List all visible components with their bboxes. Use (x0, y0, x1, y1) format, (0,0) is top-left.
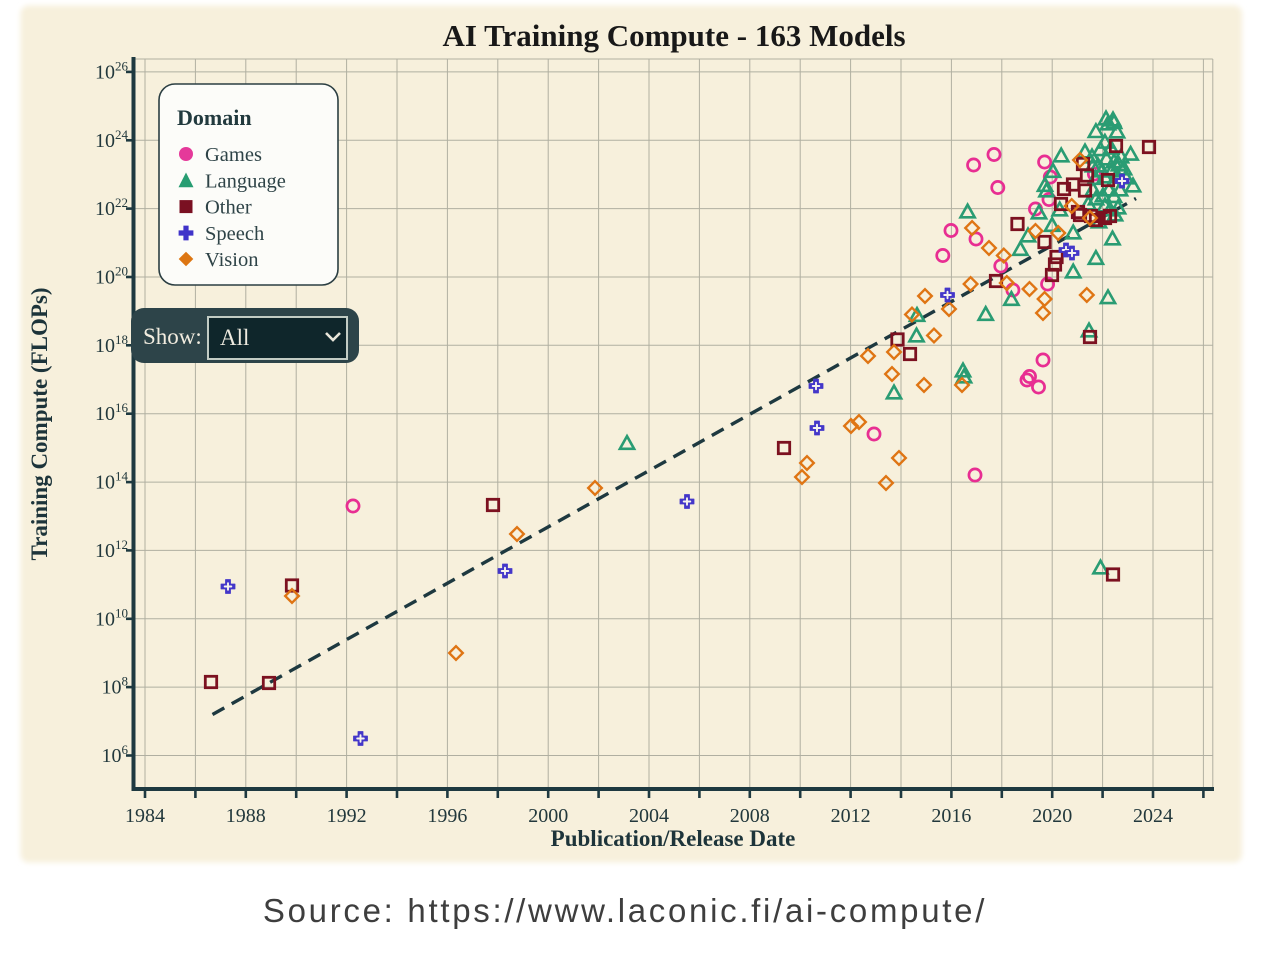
svg-text:2020: 2020 (1032, 805, 1072, 827)
svg-text:AI Training Compute - 163 Mode: AI Training Compute - 163 Models (442, 18, 905, 53)
svg-text:Games: Games (205, 144, 262, 166)
svg-text:2012: 2012 (831, 805, 871, 827)
svg-text:106: 106 (102, 742, 129, 767)
svg-text:1988: 1988 (226, 805, 266, 827)
svg-text:Speech: Speech (205, 223, 264, 245)
svg-text:Publication/Release Date: Publication/Release Date (551, 826, 796, 851)
svg-text:Training Compute (FLOPs): Training Compute (FLOPs) (27, 287, 52, 560)
svg-text:2024: 2024 (1133, 805, 1173, 827)
svg-text:1016: 1016 (95, 400, 129, 425)
svg-text:2008: 2008 (730, 805, 770, 827)
svg-text:2004: 2004 (629, 805, 669, 827)
svg-text:2000: 2000 (528, 805, 568, 827)
svg-text:Show:: Show: (143, 324, 202, 349)
svg-text:Domain: Domain (177, 105, 252, 130)
svg-text:1020: 1020 (95, 264, 128, 289)
svg-text:All: All (220, 325, 249, 350)
svg-text:Source: https://www.laconic.fi: Source: https://www.laconic.fi/ai-comput… (263, 892, 987, 929)
svg-text:1018: 1018 (95, 332, 128, 357)
svg-text:1024: 1024 (95, 127, 129, 152)
svg-text:1996: 1996 (427, 805, 467, 827)
svg-text:1984: 1984 (125, 805, 165, 827)
svg-text:1992: 1992 (327, 805, 367, 827)
svg-text:2016: 2016 (931, 805, 971, 827)
svg-text:Vision: Vision (205, 249, 258, 271)
svg-text:Language: Language (205, 170, 286, 192)
svg-text:Other: Other (205, 197, 252, 219)
